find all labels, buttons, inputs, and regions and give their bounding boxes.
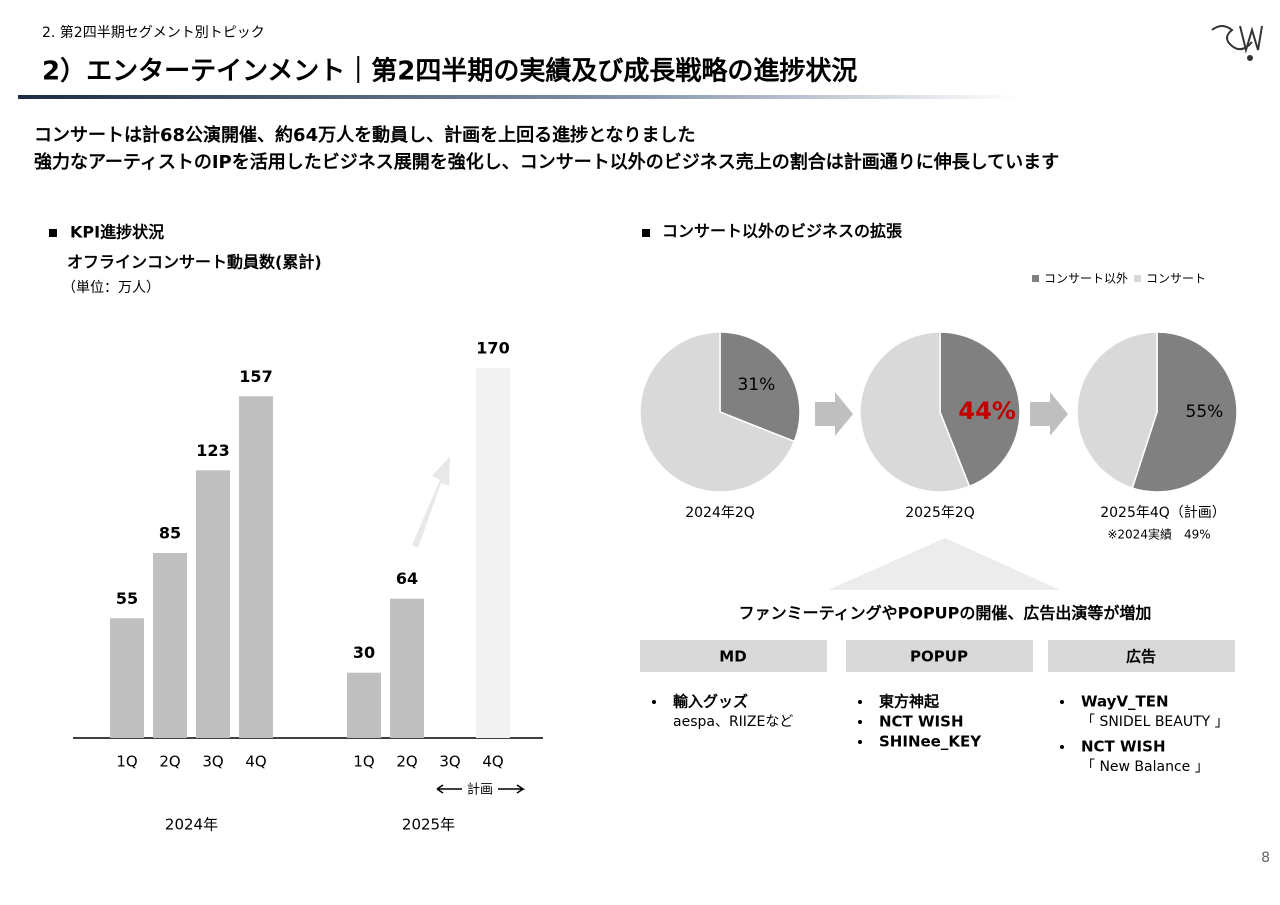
column-header-bg (846, 640, 1033, 672)
lead-line: コンサートは計68公演開催、約64万人を動員し、計画を上回る進捗となりました (34, 124, 696, 146)
chart-title: オフラインコンサート動員数(累計) (67, 253, 322, 272)
pie-slice (1131, 331, 1238, 493)
value-label: 170 (476, 339, 509, 358)
growth-arrow (412, 456, 450, 548)
bullet (858, 700, 862, 704)
pie-slice (939, 331, 1021, 488)
pie-label: 31% (737, 375, 775, 395)
pie-note: ※2024実績 49% (1107, 527, 1210, 542)
bar (153, 553, 187, 738)
item-sub: 「 SNIDEL BEAUTY 」 (1081, 714, 1229, 730)
pie-label: 55% (1186, 402, 1224, 422)
x-tick-label: 3Q (202, 753, 223, 771)
legend-label: コンサート以外 (1044, 272, 1128, 286)
kpi-heading: KPI進捗状況 (70, 223, 164, 242)
bar (476, 368, 510, 738)
x-tick-label: 3Q (439, 753, 460, 771)
bullet (1060, 700, 1064, 704)
legend-swatch (1134, 275, 1141, 282)
legend-swatch (1032, 275, 1039, 282)
bullet (642, 229, 650, 237)
callout (828, 538, 1060, 590)
value-label: 64 (396, 569, 418, 588)
chart-subtitle: （単位：万人） (62, 280, 160, 296)
column-header: POPUP (910, 648, 968, 666)
x-tick-label: 1Q (116, 753, 137, 771)
logo (1211, 25, 1263, 61)
plan-arrow (436, 784, 526, 794)
value-label: 55 (116, 589, 138, 608)
x-tick-label: 4Q (482, 753, 503, 771)
page-number: 8 (1261, 850, 1270, 866)
value-label: 123 (196, 441, 229, 460)
pie-slice (1076, 331, 1158, 490)
bar (196, 470, 230, 738)
column-header: MD (719, 648, 746, 666)
item-sub: 「 New Balance 」 (1081, 759, 1209, 775)
pie-title: 2025年4Q（計画） (1100, 505, 1226, 521)
pie-title: 2025年2Q (905, 505, 975, 521)
x-tick-label: 1Q (353, 753, 374, 771)
step-arrow (1030, 392, 1068, 436)
column-header: 広告 (1126, 648, 1156, 666)
pie-label: 44% (958, 397, 1015, 425)
step-arrow (815, 392, 853, 436)
pie-slice (859, 331, 971, 493)
pie-title: 2024年2Q (685, 505, 755, 521)
bullet (858, 720, 862, 724)
item-sub: aespa、RIIZEなど (673, 714, 793, 730)
item: SHINee_KEY (879, 733, 982, 751)
section: 2. 第2四半期セグメント別トピック (42, 24, 265, 41)
bar (239, 396, 273, 738)
bar (347, 672, 381, 738)
item: 輸入グッズ (673, 693, 748, 711)
group-label: 2024年 (165, 816, 218, 834)
x-tick-label: 2Q (159, 753, 180, 771)
column-header-bg (1048, 640, 1235, 672)
pie-slice (719, 331, 801, 443)
bullet (652, 700, 656, 704)
x-tick-label: 4Q (245, 753, 266, 771)
title-rule (18, 95, 1018, 99)
table-title: ファンミーティングやPOPUPの開催、広告出演等が増加 (739, 604, 1152, 623)
lead-line: 強力なアーティストのIPを活用したビジネス展開を強化し、コンサート以外のビジネス… (34, 151, 1059, 173)
bar (110, 618, 144, 738)
title: 2）エンターテインメント｜第2四半期の実績及び成長戦略の進捗状況 (42, 56, 857, 87)
pie-slice (639, 331, 796, 493)
bar (390, 598, 424, 738)
value-label: 30 (353, 643, 375, 662)
value-label: 157 (239, 367, 272, 386)
plan-label: 計画 (467, 782, 493, 798)
legend-label: コンサート (1146, 272, 1206, 286)
group-label: 2025年 (402, 816, 455, 834)
bullet (858, 740, 862, 744)
item: NCT WISH (879, 713, 964, 731)
item: NCT WISH (1081, 738, 1166, 756)
value-label: 85 (159, 524, 181, 543)
bullet (49, 229, 57, 237)
item: WayV_TEN (1081, 693, 1169, 711)
x-tick-label: 2Q (396, 753, 417, 771)
business-heading: コンサート以外のビジネスの拡張 (662, 222, 903, 241)
column-header-bg (640, 640, 827, 672)
bullet (1060, 745, 1064, 749)
item: 東方神起 (879, 693, 940, 711)
